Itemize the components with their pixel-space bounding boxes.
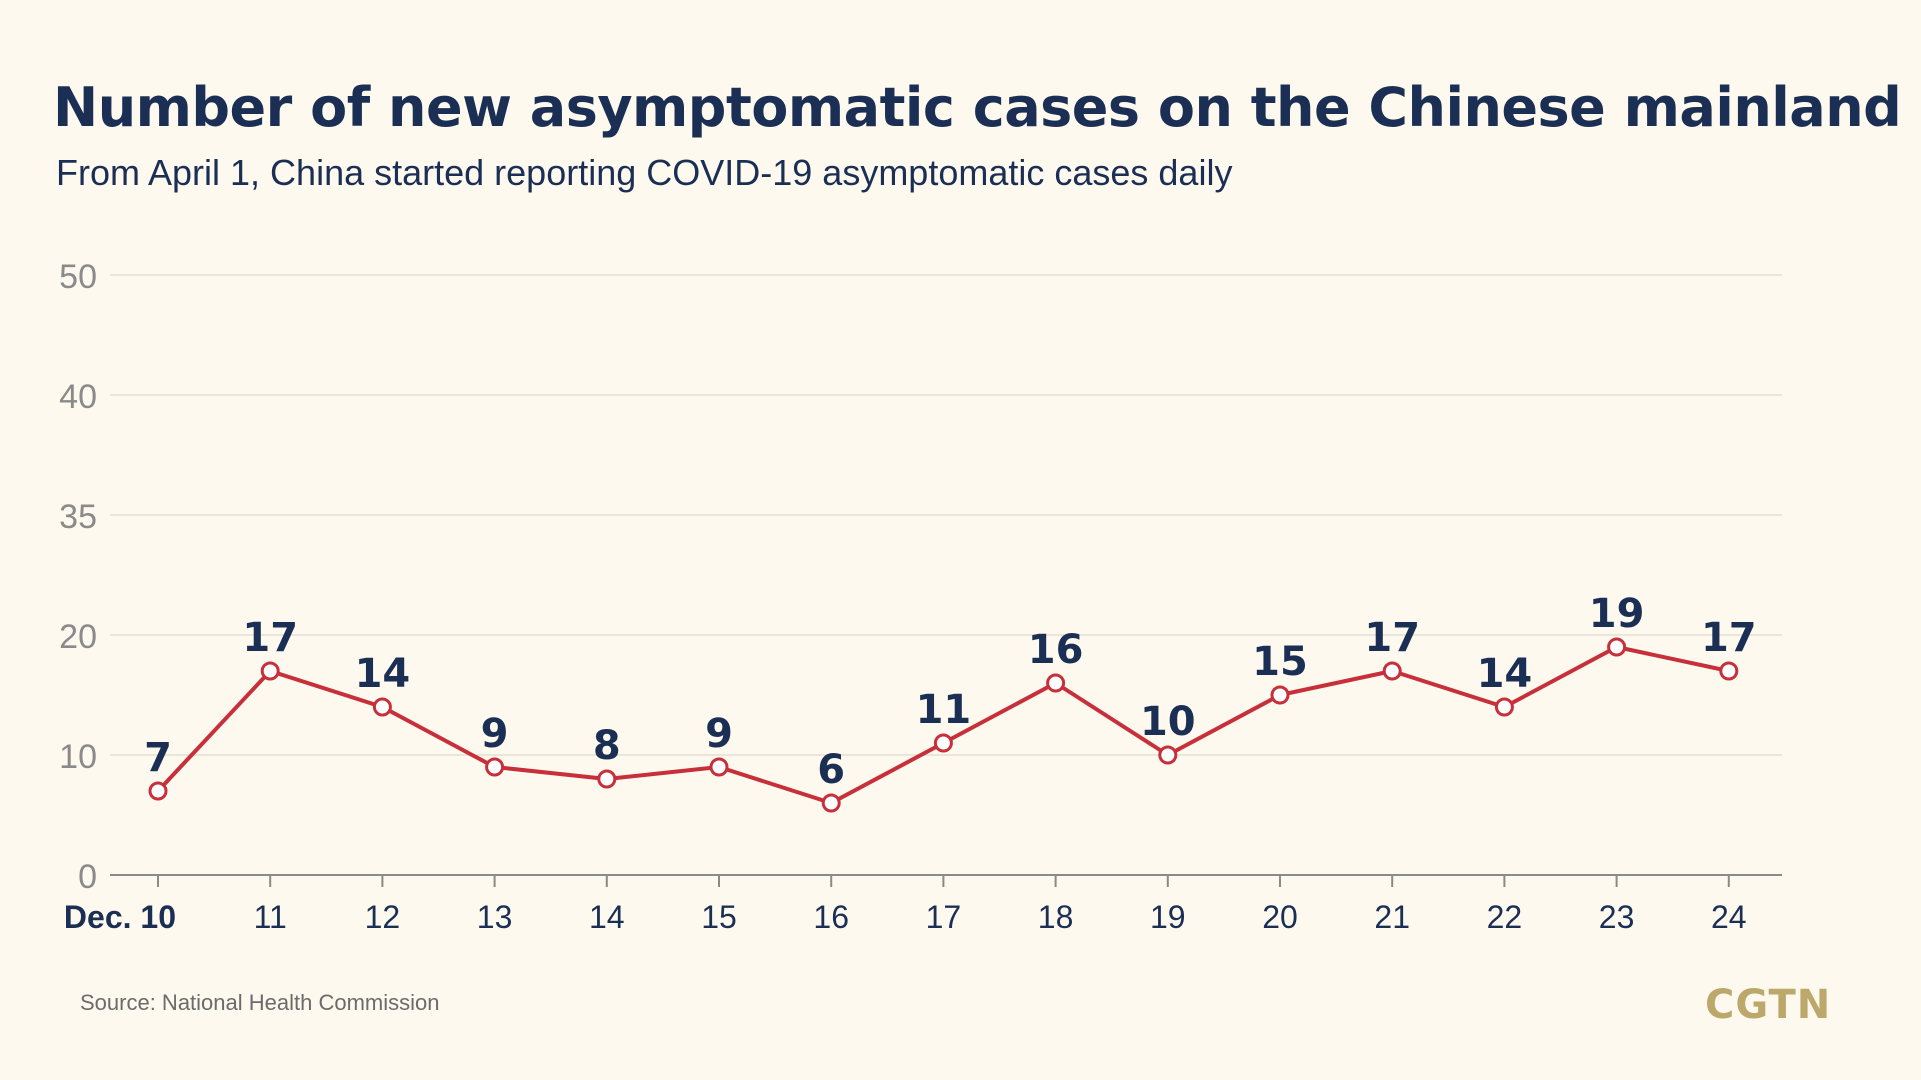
x-tick-label: Dec. 10 xyxy=(64,899,176,935)
source-note: Source: National Health Commission xyxy=(80,990,440,1015)
y-tick-label: 20 xyxy=(59,618,97,656)
chart-title: Number of new asymptomatic cases on the … xyxy=(53,76,1902,139)
data-label: 8 xyxy=(593,723,621,769)
x-tick-label: 14 xyxy=(589,899,625,935)
data-point xyxy=(1719,661,1739,681)
data-point xyxy=(1270,685,1290,705)
data-label: 10 xyxy=(1140,699,1196,745)
data-label: 17 xyxy=(1701,615,1757,661)
data-label: 11 xyxy=(916,687,972,733)
x-tick-label: 20 xyxy=(1262,899,1298,935)
x-tick-label: 16 xyxy=(813,899,849,935)
y-tick-label: 50 xyxy=(59,258,97,296)
data-point xyxy=(148,781,168,801)
data-point xyxy=(1382,661,1402,681)
x-tick-label: 15 xyxy=(701,899,737,935)
data-point xyxy=(821,793,841,813)
x-tick-label: 17 xyxy=(926,899,962,935)
data-label: 9 xyxy=(481,711,509,757)
x-tick-label: 22 xyxy=(1487,899,1523,935)
data-label: 6 xyxy=(817,747,845,793)
x-tick-label: 18 xyxy=(1038,899,1074,935)
data-label: 15 xyxy=(1252,639,1308,685)
data-point xyxy=(709,757,729,777)
data-label: 14 xyxy=(1477,651,1533,697)
data-point xyxy=(1607,637,1627,657)
x-tick-label: 13 xyxy=(477,899,513,935)
data-point xyxy=(597,769,617,789)
data-label: 17 xyxy=(242,615,298,661)
data-label: 16 xyxy=(1028,627,1084,673)
data-label: 14 xyxy=(355,651,411,697)
data-label: 17 xyxy=(1364,615,1420,661)
y-tick-label: 0 xyxy=(78,858,97,896)
data-label: 9 xyxy=(705,711,733,757)
line-chart: 0 10 20 35 40 50 Dec. 10 11 12 13 14 15 16 17 18 19 20 21… xyxy=(59,258,1782,935)
x-tick-label: 12 xyxy=(365,899,401,935)
data-point xyxy=(260,661,280,681)
y-tick-label: 10 xyxy=(59,738,97,776)
data-point xyxy=(485,757,505,777)
x-tick-label: 11 xyxy=(254,899,287,935)
x-tick-label: 23 xyxy=(1599,899,1635,935)
y-tick-label: 35 xyxy=(59,498,97,536)
data-point xyxy=(933,733,953,753)
data-point xyxy=(1046,673,1066,693)
x-tick-label: 21 xyxy=(1374,899,1410,935)
cgtn-logo: CGTN xyxy=(1705,982,1832,1028)
data-point xyxy=(1158,745,1178,765)
data-label: 7 xyxy=(144,735,172,781)
data-point xyxy=(1494,697,1514,717)
data-label: 19 xyxy=(1589,591,1645,637)
x-tick-label: 24 xyxy=(1711,899,1747,935)
data-point xyxy=(372,697,392,717)
y-tick-label: 40 xyxy=(59,378,97,416)
chart-subtitle: From April 1, China started reporting CO… xyxy=(56,152,1233,193)
x-tick-label: 19 xyxy=(1150,899,1186,935)
